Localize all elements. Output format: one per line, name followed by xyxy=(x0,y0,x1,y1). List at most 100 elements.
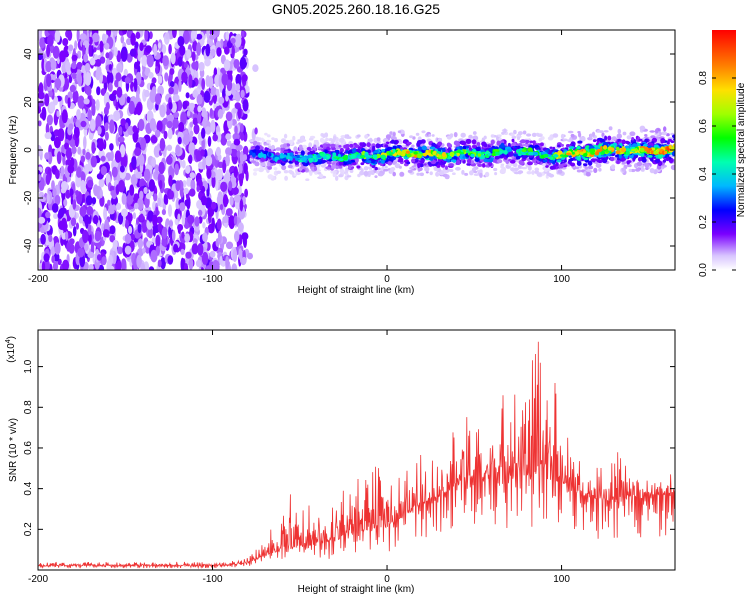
noise-speckle xyxy=(77,95,85,109)
noise-speckle xyxy=(242,99,249,112)
signal-cell xyxy=(567,139,574,143)
noise-speckle xyxy=(201,110,208,118)
colorbar-label: Normalized spectral amplitude xyxy=(736,82,747,217)
noise-speckle xyxy=(60,165,65,177)
noise-speckle xyxy=(54,30,61,43)
noise-speckle xyxy=(101,223,105,232)
noise-speckle xyxy=(155,234,161,248)
signal-cell xyxy=(325,166,331,170)
noise-speckle xyxy=(204,126,212,135)
noise-speckle xyxy=(116,62,123,73)
signal-cell xyxy=(501,131,505,135)
noise-speckle xyxy=(130,32,136,46)
signal-cell xyxy=(636,161,643,167)
noise-speckle xyxy=(118,179,125,193)
noise-speckle xyxy=(45,173,51,186)
signal-cell xyxy=(441,147,446,153)
noise-speckle xyxy=(149,89,157,103)
noise-speckle xyxy=(162,55,169,67)
noise-speckle xyxy=(115,72,122,82)
signal-cell xyxy=(660,138,666,144)
noise-speckle xyxy=(154,129,161,138)
noise-speckle xyxy=(130,233,135,241)
signal-cell xyxy=(284,175,288,181)
noise-speckle xyxy=(238,173,245,180)
signal-cell xyxy=(670,164,675,171)
signal-cell xyxy=(557,169,563,174)
signal-cell xyxy=(517,164,522,169)
signal-cell xyxy=(499,150,503,155)
signal-cell xyxy=(642,156,646,161)
noise-speckle xyxy=(235,73,242,86)
noise-speckle xyxy=(158,75,163,84)
noise-speckle xyxy=(43,253,50,262)
signal-cell xyxy=(274,138,278,143)
signal-cell xyxy=(387,146,393,151)
signal-cell xyxy=(253,168,258,172)
noise-speckle xyxy=(202,156,207,171)
noise-speckle xyxy=(232,249,238,262)
signal-cell xyxy=(283,170,289,174)
noise-speckle xyxy=(66,242,71,252)
noise-speckle xyxy=(216,194,222,205)
signal-cell xyxy=(472,131,477,135)
noise-speckle xyxy=(233,59,240,69)
signal-cell xyxy=(599,138,605,143)
noise-speckle xyxy=(210,171,216,178)
figure-title: GN05.2025.260.18.16.G25 xyxy=(272,1,440,17)
signal-cell xyxy=(349,169,354,174)
signal-cell xyxy=(596,149,602,153)
noise-speckle xyxy=(71,146,77,155)
noise-speckle xyxy=(117,246,123,255)
noise-speckle xyxy=(71,62,77,70)
signal-cell xyxy=(471,139,477,145)
signal-cell xyxy=(625,140,630,144)
signal-cell xyxy=(661,131,668,136)
noise-speckle xyxy=(215,178,219,191)
signal-cell xyxy=(667,138,673,142)
signal-cell xyxy=(423,152,427,157)
signal-cell xyxy=(626,160,630,165)
noise-speckle xyxy=(91,197,97,205)
noise-speckle xyxy=(174,163,179,176)
signal-cell xyxy=(331,164,337,170)
signal-cell xyxy=(250,160,257,164)
noise-speckle xyxy=(152,214,158,227)
noise-speckle xyxy=(172,83,179,97)
noise-speckle xyxy=(205,43,211,57)
signal-cell xyxy=(330,146,337,151)
signal-cell xyxy=(298,144,303,149)
signal-cell xyxy=(655,128,659,134)
signal-cell xyxy=(300,139,307,142)
signal-cell xyxy=(645,167,649,171)
noise-speckle xyxy=(105,52,110,59)
noise-speckle xyxy=(80,155,86,163)
noise-speckle xyxy=(109,235,116,243)
noise-speckle xyxy=(148,179,156,192)
noise-speckle xyxy=(120,35,125,44)
noise-speckle xyxy=(247,252,253,260)
signal-cell xyxy=(427,161,432,165)
noise-speckle xyxy=(186,177,192,187)
signal-cell xyxy=(532,140,536,145)
signal-cell xyxy=(496,159,503,164)
signal-cell xyxy=(616,146,620,151)
noise-speckle xyxy=(225,147,232,156)
signal-cell xyxy=(367,166,373,169)
signal-cell xyxy=(493,167,498,172)
noise-speckle xyxy=(115,133,120,147)
noise-speckle xyxy=(133,78,138,92)
noise-speckle xyxy=(237,222,244,232)
noise-speckle xyxy=(143,168,151,182)
noise-speckle xyxy=(77,146,82,155)
noise-speckle xyxy=(143,187,148,194)
signal-cell xyxy=(650,135,656,139)
noise-speckle xyxy=(104,131,109,141)
signal-cell xyxy=(607,135,612,141)
noise-speckle xyxy=(194,216,200,227)
noise-speckle xyxy=(79,206,87,217)
noise-speckle xyxy=(196,200,202,209)
signal-cell xyxy=(366,160,372,164)
signal-cell xyxy=(377,144,382,148)
noise-speckle xyxy=(216,218,222,231)
